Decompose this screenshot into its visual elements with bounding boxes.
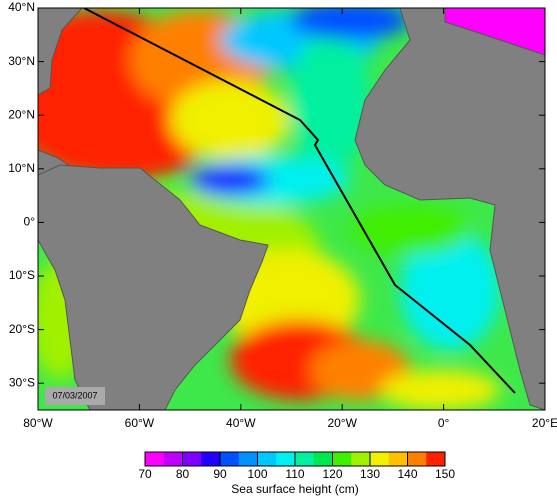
- south-america: [38, 164, 269, 410]
- colorbar-segment: [407, 452, 427, 466]
- y-tick-label: 20°N: [8, 107, 35, 121]
- colorbar-segment: [313, 452, 333, 466]
- y-tick-label: 10°N: [8, 161, 35, 175]
- ship-track: [83, 8, 516, 394]
- colorbar-tick-label: 150: [435, 467, 455, 481]
- colorbar-tick-label: 110: [285, 467, 304, 481]
- x-tick-label: 0°: [438, 416, 450, 430]
- colorbar-segment: [276, 452, 296, 466]
- colorbar-segment: [201, 452, 221, 466]
- date-label: 07/03/2007: [52, 390, 97, 400]
- colorbar-segment: [145, 452, 165, 466]
- map-area: 07/03/2007: [38, 8, 545, 410]
- colorbar-tick-label: 100: [247, 467, 267, 481]
- y-tick-label: 10°S: [9, 268, 35, 282]
- colorbar-segment: [351, 452, 371, 466]
- colorbar-tick-label: 120: [322, 467, 342, 481]
- colorbar-segment: [182, 452, 202, 466]
- y-tick-label: 30°S: [9, 375, 35, 389]
- colorbar-segment: [426, 452, 446, 466]
- mediterranean: [445, 8, 545, 55]
- colorbar-tick-label: 90: [213, 467, 227, 481]
- colorbar-segment: [388, 452, 408, 466]
- x-tick-label: 80°W: [23, 416, 53, 430]
- africa-europe: [354, 8, 545, 410]
- x-tick-label: 60°W: [125, 416, 155, 430]
- colorbar-tick-label: 80: [176, 467, 190, 481]
- colorbar-segment: [257, 452, 277, 466]
- north-america: [38, 8, 83, 96]
- x-tick-label: 20°W: [327, 416, 357, 430]
- colorbar-tick-label: 70: [138, 467, 152, 481]
- colorbar-segment: [163, 452, 183, 466]
- colorbar-tick-label: 140: [397, 467, 417, 481]
- y-tick-label: 30°N: [8, 54, 35, 68]
- colorbar-label: Sea surface height (cm): [231, 482, 358, 496]
- colorbar-tick-label: 130: [360, 467, 380, 481]
- x-tick-label: 20°E: [532, 416, 557, 430]
- colorbar-segment: [370, 452, 390, 466]
- map-frame: [37, 7, 546, 411]
- colorbar-segment: [332, 452, 352, 466]
- colorbar-segment: [238, 452, 258, 466]
- y-tick-label: 40°N: [8, 0, 35, 14]
- date-box: [45, 387, 105, 405]
- x-tick-label: 40°W: [226, 416, 256, 430]
- colorbar-segment: [295, 452, 315, 466]
- colorbar-segment: [220, 452, 240, 466]
- y-tick-label: 0°: [24, 215, 36, 229]
- y-tick-label: 20°S: [9, 322, 35, 336]
